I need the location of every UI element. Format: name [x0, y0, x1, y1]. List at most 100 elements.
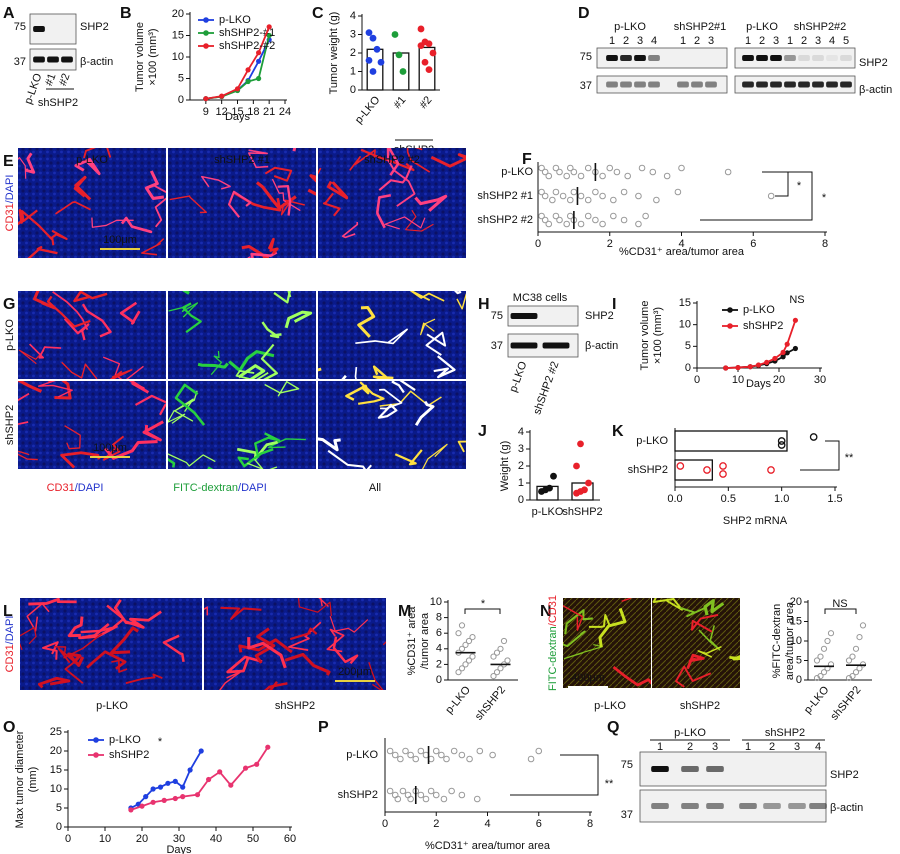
vessel — [168, 302, 199, 318]
lane-label: 1 — [680, 35, 686, 47]
blot-band — [606, 81, 618, 88]
blot-band — [620, 81, 632, 88]
image-label: CD31/DAPI — [47, 482, 104, 494]
data-point — [198, 748, 204, 754]
vessel — [318, 437, 341, 452]
vessel — [326, 180, 349, 200]
legend-marker — [93, 737, 99, 743]
y-axis-label: Tumor volume — [134, 22, 146, 92]
x-tick-label: p-LKO — [802, 684, 832, 716]
data-point — [245, 67, 251, 73]
legend-marker — [727, 307, 733, 313]
data-point — [792, 345, 799, 352]
data-point — [784, 350, 790, 356]
vessel — [73, 175, 92, 201]
y-tick-label: shSHP2 #1 — [477, 190, 533, 202]
data-point — [577, 172, 585, 180]
blot-strip — [639, 789, 827, 823]
data-point — [559, 192, 567, 200]
data-point — [476, 747, 484, 755]
vessel — [74, 157, 101, 176]
data-point — [856, 634, 863, 641]
data-point — [421, 58, 429, 66]
data-point — [792, 317, 799, 323]
micrograph-texture — [18, 381, 166, 469]
x-axis-label: Days — [746, 378, 772, 390]
image-label-part: FITC-dextran — [173, 482, 238, 494]
y-tick-label: 10 — [50, 783, 62, 795]
vessel — [247, 251, 278, 258]
data-point — [266, 24, 272, 30]
data-point — [613, 168, 621, 176]
vessel — [378, 165, 413, 191]
vessel — [420, 318, 436, 336]
vessel — [297, 598, 332, 617]
y-tick-label: 20 — [50, 745, 62, 757]
data-point — [638, 164, 646, 172]
vessel — [264, 381, 300, 397]
image-label-part: CD31 — [47, 482, 75, 494]
blot-band — [784, 81, 796, 88]
lane-label: p-LKO — [507, 360, 529, 394]
lane-label: 3 — [637, 35, 643, 47]
image-title: shSHP2 — [275, 700, 315, 712]
data-point — [407, 751, 414, 759]
vessel — [267, 237, 279, 255]
legend-marker — [93, 752, 99, 758]
vessel — [86, 650, 127, 670]
vessel — [247, 459, 278, 469]
vessel — [204, 606, 209, 616]
vessel — [67, 652, 85, 667]
data-point — [724, 168, 732, 176]
vessel — [254, 627, 276, 664]
vessels — [318, 148, 466, 239]
blot-band — [705, 81, 717, 88]
x-tick-label: 10 — [99, 833, 111, 845]
vessel — [414, 400, 435, 427]
y-tick-label: 0 — [350, 84, 356, 96]
x-tick-label: p-LKO — [532, 506, 564, 518]
data-point — [497, 665, 504, 672]
vessels — [204, 598, 386, 690]
panel-letter: E — [3, 153, 14, 170]
y-tick-label: 20 — [790, 596, 802, 608]
data-point — [599, 220, 606, 228]
vessel — [406, 148, 431, 173]
x-tick-label: 20 — [773, 374, 785, 386]
y-tick-label: p-LKO — [636, 435, 668, 447]
image-label: CD31/DAPI — [4, 175, 16, 232]
vessel — [162, 634, 185, 663]
y-axis-label: %FITC-dextran — [771, 604, 783, 679]
vessel — [598, 607, 627, 648]
vessels — [169, 148, 316, 258]
vessel — [563, 604, 584, 631]
data-point — [369, 68, 377, 75]
lane-label: 4 — [815, 741, 821, 753]
data-point — [849, 653, 856, 660]
data-point — [538, 212, 545, 220]
lane-label: 2 — [759, 35, 765, 47]
vessel — [168, 453, 216, 467]
row-label: shSHP2 — [4, 405, 16, 445]
vessel — [109, 626, 139, 655]
y-tick-label: 0 — [56, 821, 62, 833]
data-point — [570, 188, 578, 196]
blot-band — [620, 55, 632, 61]
x-tick-label: 8 — [587, 818, 593, 830]
vessel — [104, 439, 158, 460]
vessel — [32, 291, 56, 310]
blot-band — [61, 56, 73, 63]
lane-label: 2 — [687, 741, 693, 753]
data-point — [425, 40, 433, 48]
vessel — [329, 616, 369, 633]
micrograph-texture — [318, 381, 466, 469]
vessel — [174, 390, 198, 412]
significance-bracket — [762, 171, 789, 197]
y-tick-label: 15 — [679, 297, 691, 309]
vessels — [652, 598, 740, 688]
significance-label: ** — [605, 778, 614, 790]
blot-band — [648, 81, 660, 88]
vessel — [456, 293, 466, 310]
protein-label: β-actin — [859, 84, 892, 96]
vessel — [377, 403, 398, 419]
